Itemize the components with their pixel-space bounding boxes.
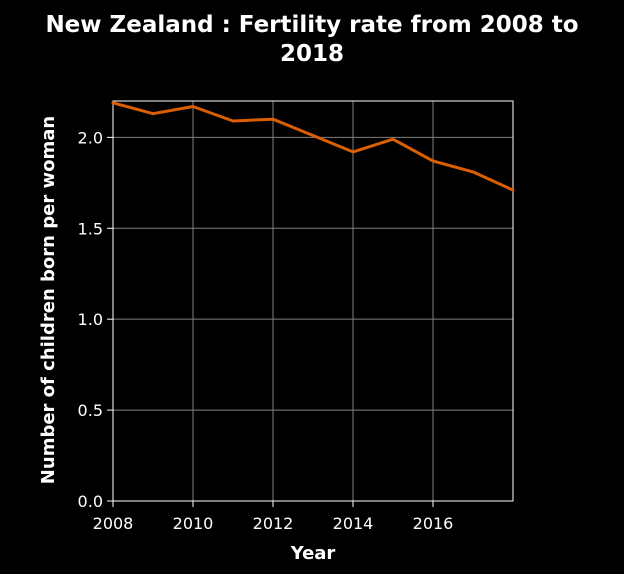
fertility-rate-line (111, 101, 515, 192)
x-axis-label: Year (290, 543, 336, 564)
x-tick-label: 2016 (413, 514, 454, 533)
chart-title-line-1: New Zealand : Fertility rate from 2008 t… (45, 12, 578, 38)
x-tick-label: 2014 (333, 514, 374, 533)
y-tick-label: 2.0 (78, 128, 103, 147)
y-tick-label: 0.5 (78, 401, 103, 420)
series-layer (111, 101, 515, 192)
x-tick-label: 2010 (173, 514, 214, 533)
y-tick-label: 1.0 (78, 310, 103, 329)
y-tick-label: 0.0 (78, 492, 103, 511)
x-tick-label: 2008 (93, 514, 134, 533)
chart-title-line-2: 2018 (280, 41, 344, 67)
plot-border (112, 100, 514, 502)
x-tick-label: 2012 (253, 514, 294, 533)
plot-frame (112, 100, 514, 502)
tick-layer: 2008 2010 2012 2014 2016 0.0 0.5 1.0 1.5 2.0 (78, 128, 454, 533)
y-tick-label: 1.5 (78, 219, 103, 238)
y-axis-label: Number of children born per woman (38, 116, 59, 484)
